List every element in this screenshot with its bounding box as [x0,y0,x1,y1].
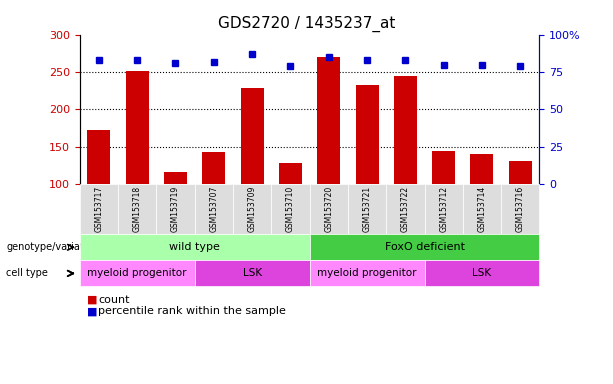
Text: percentile rank within the sample: percentile rank within the sample [98,306,286,316]
Text: FoxO deficient: FoxO deficient [384,242,465,252]
Bar [164,172,187,184]
Text: genotype/variation: genotype/variation [6,242,99,252]
Bar [432,151,455,184]
Text: myeloid progenitor: myeloid progenitor [88,268,187,278]
Text: GSM153707: GSM153707 [209,186,218,232]
Text: LSK: LSK [243,268,262,278]
Text: GSM153722: GSM153722 [401,186,410,232]
Bar [87,131,110,184]
Text: GSM153710: GSM153710 [286,186,295,232]
Text: GDS2720 / 1435237_at: GDS2720 / 1435237_at [218,15,395,31]
Text: count: count [98,295,129,305]
Text: cell type: cell type [6,268,48,278]
Bar [202,152,226,184]
Text: myeloid progenitor: myeloid progenitor [318,268,417,278]
Bar [509,161,531,184]
Bar [126,71,148,184]
Bar [279,162,302,184]
Bar [394,76,417,184]
Bar [240,88,264,184]
Text: LSK: LSK [473,268,492,278]
Text: GSM153712: GSM153712 [439,186,448,232]
Text: GSM153709: GSM153709 [248,186,257,232]
Text: ■: ■ [86,295,97,305]
Text: GSM153717: GSM153717 [94,186,104,232]
Bar [318,57,340,184]
Text: GSM153716: GSM153716 [516,186,525,232]
Bar [356,85,379,184]
Text: GSM153721: GSM153721 [362,186,371,232]
Text: ■: ■ [86,306,97,316]
Bar [471,154,493,184]
Text: GSM153719: GSM153719 [171,186,180,232]
Text: GSM153718: GSM153718 [132,186,142,232]
Text: GSM153720: GSM153720 [324,186,333,232]
Text: wild type: wild type [169,242,220,252]
Text: GSM153714: GSM153714 [478,186,487,232]
